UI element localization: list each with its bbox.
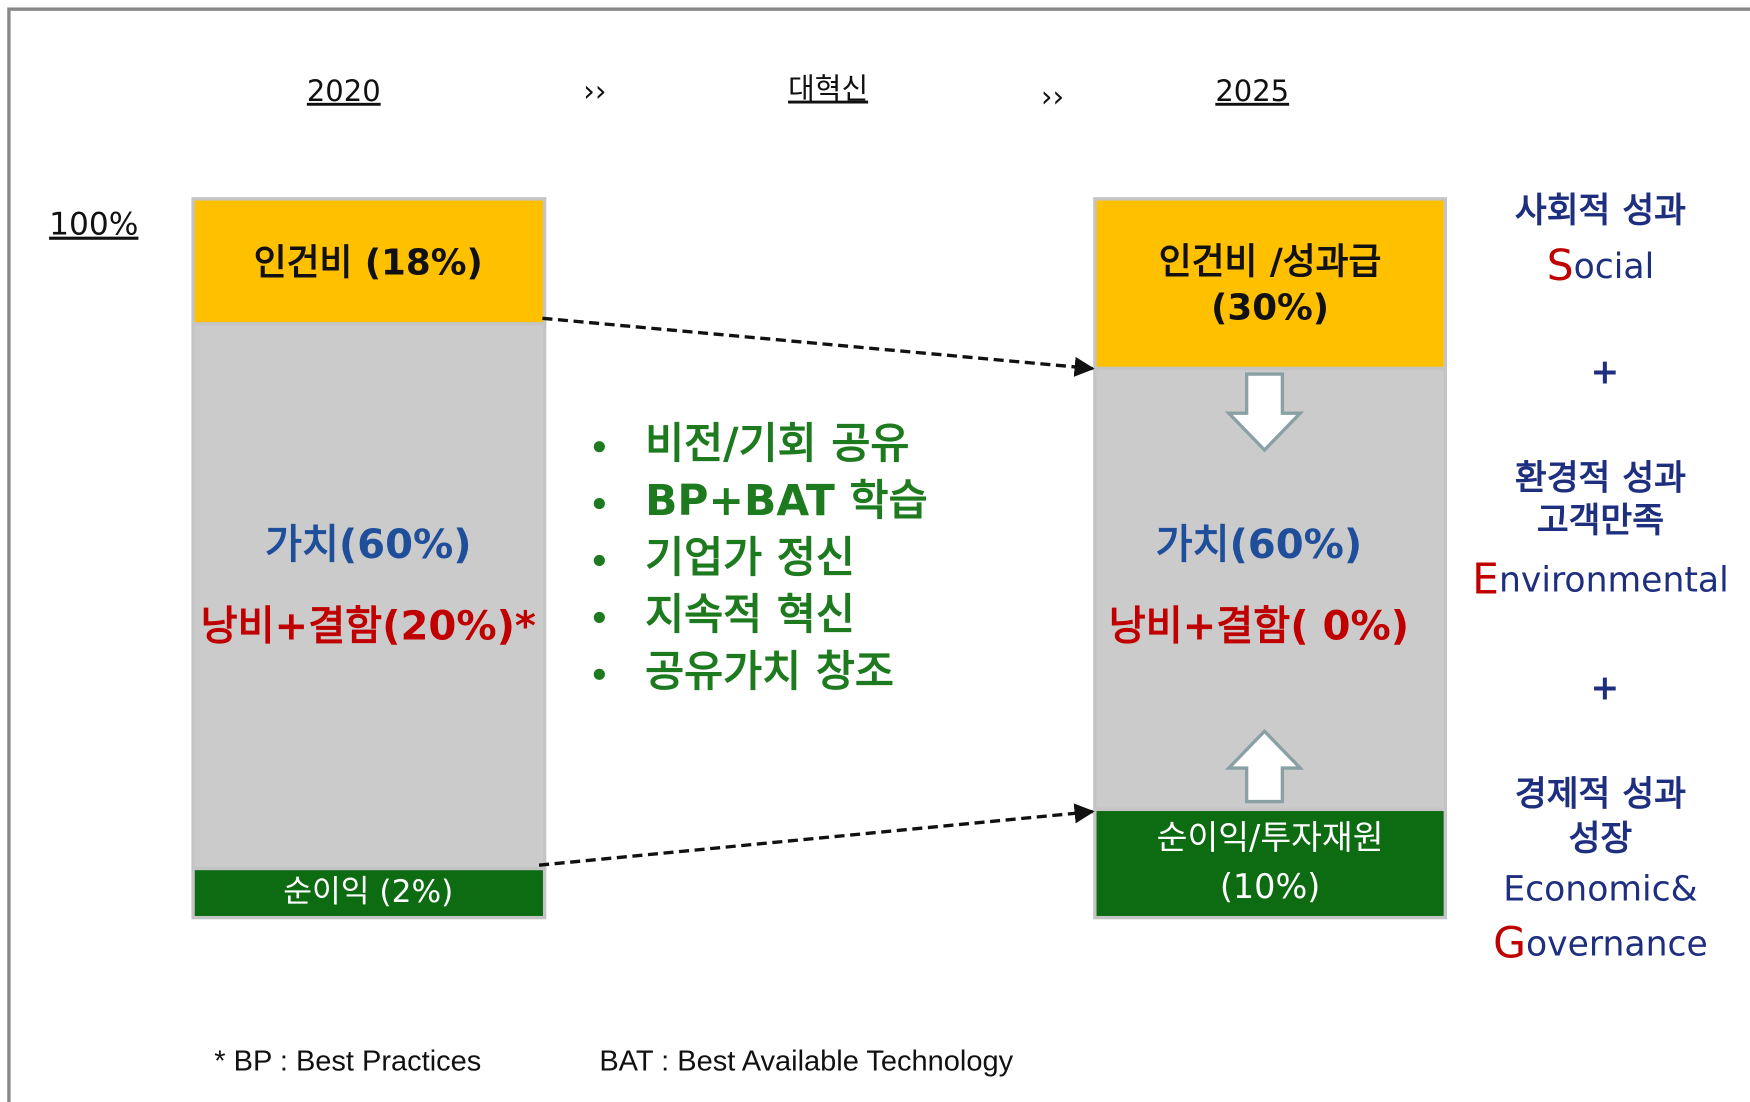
bullet-dot xyxy=(593,611,605,623)
bullet-text: 지속적 혁신 xyxy=(645,591,855,640)
dashed-arrow xyxy=(538,803,1095,867)
esg-label: 사회적 성과 xyxy=(1515,191,1686,231)
up-arrow xyxy=(1224,728,1305,804)
block-label: 가치(60%) xyxy=(265,522,472,568)
block-label: 순이익/투자재원 xyxy=(1157,818,1384,857)
bullet-dot xyxy=(593,441,605,453)
header-from: 2020 xyxy=(307,74,381,108)
esg-rest: overnance xyxy=(1526,924,1708,964)
bullet-text: 기업가 정신 xyxy=(645,534,855,583)
frame xyxy=(7,7,1750,1102)
bullet-text: 공유가치 창조 xyxy=(645,648,894,697)
esg-rest: nvironmental xyxy=(1499,560,1729,600)
block xyxy=(1093,197,1447,371)
dashed-arrow xyxy=(542,316,1095,377)
block-label: 낭비+결함(20%)* xyxy=(201,604,536,650)
header-arrow: ›› xyxy=(583,74,606,108)
right-column xyxy=(1093,197,1447,920)
footnote: * BP : Best Practices xyxy=(214,1045,481,1077)
header-middle: 대혁신 xyxy=(788,72,868,106)
bullet-dot xyxy=(593,497,605,510)
block xyxy=(191,866,547,920)
block-label: 인건비 /성과급 xyxy=(1159,242,1382,283)
block-label: 순이익 (2%) xyxy=(283,874,453,910)
left-column xyxy=(191,197,547,920)
header-to: 2025 xyxy=(1215,74,1289,108)
plus: + xyxy=(1590,668,1619,708)
bullet-dot xyxy=(593,668,605,680)
block-label: 가치(60%) xyxy=(1156,522,1363,568)
esg-initial: S xyxy=(1547,242,1574,291)
esg-label: 성장 xyxy=(1569,819,1633,859)
block-label: 낭비+결함( 0%) xyxy=(1109,604,1409,650)
bullet-dot xyxy=(593,554,605,567)
bullet-text: 비전/기회 공유 xyxy=(645,420,909,469)
block-label: (30%) xyxy=(1211,287,1329,328)
down-arrow xyxy=(1224,372,1305,453)
block xyxy=(191,197,547,326)
esg-label: 환경적 성과 xyxy=(1515,459,1686,499)
esg-label: Economic& xyxy=(1503,869,1697,909)
block xyxy=(1093,807,1447,920)
bullet-text: BP+BAT 학습 xyxy=(645,477,928,526)
block xyxy=(191,322,547,871)
block-label: 인건비 (18%) xyxy=(254,243,483,284)
esg-word: Governance xyxy=(1493,919,1708,968)
scale-label: 100% xyxy=(49,207,138,243)
esg-label: 고객만족 xyxy=(1537,501,1664,541)
esg-initial: E xyxy=(1472,555,1499,604)
footnote: BAT : Best Available Technology xyxy=(599,1045,1013,1077)
esg-label: 경제적 성과 xyxy=(1515,774,1686,814)
esg-initial: G xyxy=(1493,919,1526,968)
plus: + xyxy=(1590,353,1619,393)
esg-word: Social xyxy=(1547,242,1654,291)
esg-rest: ocial xyxy=(1574,247,1655,287)
esg-word: Environmental xyxy=(1472,555,1729,604)
block-label: (10%) xyxy=(1220,867,1321,906)
header-arrow: ›› xyxy=(1041,79,1064,113)
